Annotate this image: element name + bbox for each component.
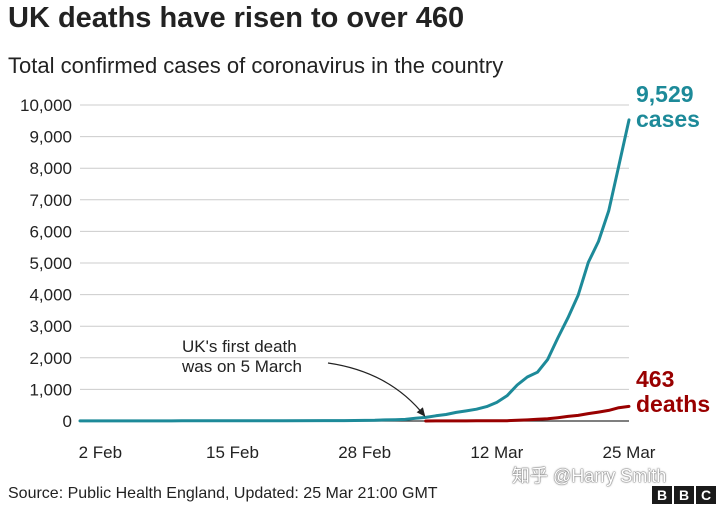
y-axis-ticks: 0 1,000 2,000 3,000 4,000 5,000 6,000 7,000 8,00… [20, 96, 72, 431]
annotation-text: UK's first death [182, 337, 297, 356]
logo-letter: B [674, 486, 694, 504]
cases-line [78, 118, 631, 423]
line-chart: 0 1,000 2,000 3,000 4,000 5,000 6,000 7,000 8,00… [20, 81, 710, 462]
annotation-arrow [327, 362, 426, 417]
source-note: Source: Public Health England, Updated: … [8, 485, 438, 502]
y-tick-label: 7,000 [29, 191, 72, 210]
deaths-end-name: deaths [636, 391, 710, 417]
y-tick-label: 0 [63, 412, 72, 431]
deaths-end-value: 463 [636, 366, 674, 392]
deaths-line [424, 404, 631, 423]
y-tick-label: 6,000 [29, 222, 72, 241]
gridlines [80, 104, 629, 422]
y-tick-label: 3,000 [29, 317, 72, 336]
cases-end-value: 9,529 [636, 81, 694, 107]
x-tick-label: 28 Feb [338, 443, 391, 462]
y-tick-label: 9,000 [29, 128, 72, 147]
y-tick-label: 8,000 [29, 159, 72, 178]
annotation-text: was on 5 March [181, 357, 302, 376]
chart-subtitle: Total confirmed cases of coronavirus in … [8, 53, 504, 78]
logo-letter: C [696, 486, 716, 504]
x-tick-label: 2 Feb [79, 443, 122, 462]
chart-title: UK deaths have risen to over 460 [8, 2, 465, 34]
logo-letter: B [652, 486, 672, 504]
x-tick-label: 25 Mar [603, 443, 656, 462]
y-tick-label: 10,000 [20, 96, 72, 115]
x-tick-label: 12 Mar [470, 443, 523, 462]
y-tick-label: 4,000 [29, 286, 72, 305]
cases-end-name: cases [636, 106, 700, 132]
watermark-text: 知乎 @Harry Smith [512, 466, 667, 486]
series-lines [78, 118, 631, 423]
bbc-logo: B B C [652, 486, 716, 504]
y-tick-label: 2,000 [29, 349, 72, 368]
y-tick-label: 1,000 [29, 380, 72, 399]
y-tick-label: 5,000 [29, 254, 72, 273]
x-tick-label: 15 Feb [206, 443, 259, 462]
x-axis-ticks: 2 Feb 15 Feb 28 Feb 12 Mar 25 Mar [79, 443, 656, 462]
